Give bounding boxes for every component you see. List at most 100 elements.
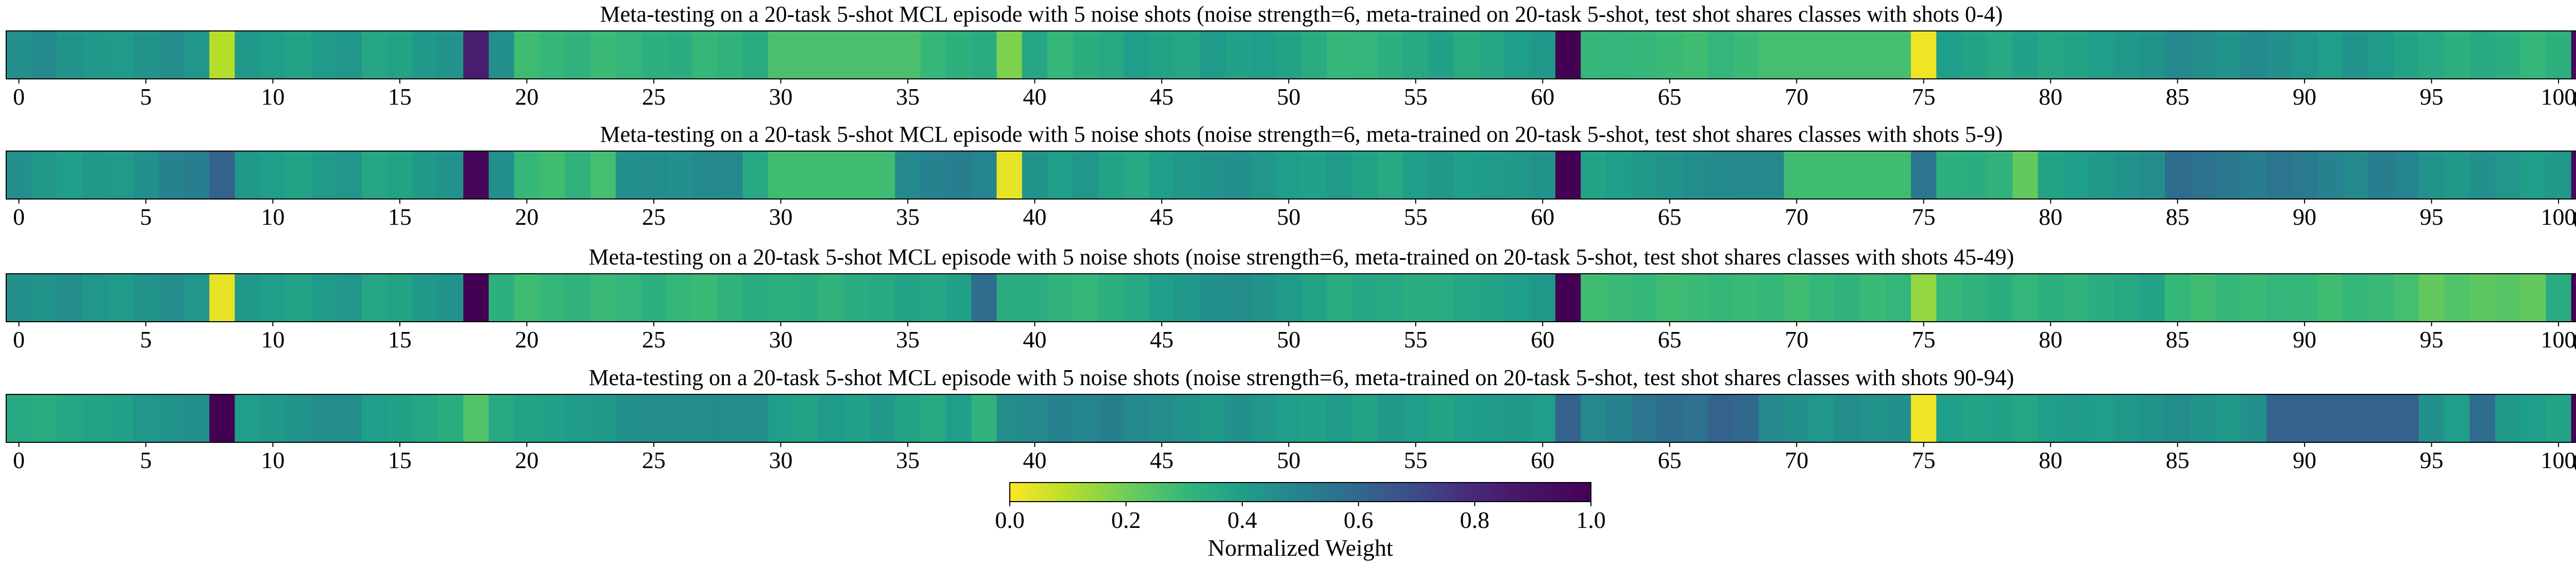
x-tick-label: 70	[1785, 326, 1808, 353]
heatmap-cell	[1225, 31, 1251, 79]
heatmap-cells	[6, 31, 2576, 79]
heatmap-cell	[768, 274, 794, 322]
heatmap-cell	[285, 394, 312, 442]
heatmap-cell	[1403, 274, 1429, 322]
heatmap-cell	[2215, 31, 2242, 79]
colorbar-gradient	[1009, 482, 1591, 502]
heatmap-cell	[6, 31, 32, 79]
heatmap-cell	[691, 31, 718, 79]
heatmap-cell	[2012, 31, 2039, 79]
heatmap-cell	[2241, 274, 2267, 322]
heatmap-cell	[616, 394, 641, 442]
heatmap-cell	[438, 274, 464, 322]
heatmap-cell	[1225, 151, 1251, 199]
heatmap-cell	[1149, 274, 1175, 322]
heatmap-cell	[1555, 394, 1581, 442]
heatmap-cell	[260, 274, 286, 322]
heatmap-cell	[2038, 274, 2064, 322]
heatmap-cell	[1555, 31, 1581, 79]
heatmap-cell	[945, 274, 972, 322]
heatmap-cell	[1631, 274, 1657, 322]
x-tick-label: 85	[2166, 326, 2190, 353]
heatmap-cell	[158, 274, 184, 322]
heatmap-cell	[641, 394, 667, 442]
heatmap-cell	[1479, 394, 1505, 442]
x-tick-label: 85	[2166, 84, 2190, 110]
heatmap-cell	[2317, 31, 2343, 79]
heatmap-cell	[2241, 394, 2267, 442]
heatmap-cell	[1022, 151, 1048, 199]
x-tick-label: 55	[1404, 84, 1428, 110]
heatmap-cell	[1733, 394, 1759, 442]
x-tick-label: 85	[2166, 447, 2190, 473]
heatmap-cell	[1860, 274, 1886, 322]
x-tick-label: 40	[1023, 84, 1046, 110]
heatmap-cell	[1174, 31, 1200, 79]
heatmap-cell	[2469, 274, 2496, 322]
colorbar-tick-label: 0.8	[1460, 507, 1490, 533]
heatmap-cell	[1352, 31, 1378, 79]
heatmap-cell	[565, 151, 591, 199]
x-axis-ticks: 0 5 10 15 20 25 30 35 40 45 50 55 60 65 70 75 80 85 90 95 10…	[13, 199, 2576, 230]
heatmap-cell	[2165, 394, 2191, 442]
heatmap-cell	[1758, 274, 1785, 322]
heatmap-cell	[209, 31, 235, 79]
heatmap-cell	[1936, 31, 1962, 79]
heatmap-cell	[1911, 151, 1937, 199]
heatmap-cell	[311, 394, 337, 442]
heatmap-cell	[1453, 394, 1480, 442]
heatmap-cell	[717, 274, 743, 322]
heatmap-cell	[768, 31, 794, 79]
heatmap-cell	[1530, 151, 1556, 199]
heatmap-cell	[691, 274, 718, 322]
heatmap-cell	[641, 31, 667, 79]
x-tick-label: 100	[2541, 84, 2576, 110]
heatmap-cell	[158, 394, 184, 442]
heatmap-cell	[1987, 274, 2013, 322]
heatmap-panel-1: Meta-testing on a 20-task 5-shot MCL epi…	[6, 2, 2576, 110]
heatmap-cell	[1606, 31, 1632, 79]
x-tick-label: 25	[642, 447, 666, 473]
heatmap-cell	[1225, 394, 1251, 442]
heatmap-cell	[2012, 394, 2039, 442]
heatmap-panel-4: Meta-testing on a 20-task 5-shot MCL epi…	[6, 365, 2576, 473]
heatmap-cell	[412, 31, 438, 79]
heatmap-cell	[2393, 274, 2419, 322]
heatmap-cell	[6, 394, 32, 442]
heatmap-cell	[2343, 31, 2368, 79]
heatmap-cell	[1707, 394, 1734, 442]
colorbar-tick-label: 0.6	[1344, 507, 1374, 533]
heatmap-cell	[311, 274, 337, 322]
heatmap-cell	[590, 151, 616, 199]
heatmap-cell	[1352, 274, 1378, 322]
heatmap-cell	[1428, 394, 1454, 442]
heatmap-cell	[1707, 151, 1734, 199]
x-tick-label: 90	[2293, 204, 2316, 230]
heatmap-cell	[920, 151, 946, 199]
colorbar: 0.0 0.2 0.4 0.6 0.8 1.0 Normalized Weight	[995, 482, 1606, 561]
heatmap-cell	[82, 274, 108, 322]
heatmap-cell	[539, 394, 566, 442]
heatmap-cell	[539, 31, 566, 79]
heatmap-cell	[285, 151, 312, 199]
heatmap-cell	[2114, 274, 2140, 322]
heatmap-cell	[1504, 151, 1531, 199]
x-tick-label: 10	[261, 447, 285, 473]
heatmap-cell	[2571, 31, 2576, 79]
x-tick-label: 45	[1150, 204, 1174, 230]
heatmap-cell	[1327, 394, 1353, 442]
heatmap-cell	[2393, 31, 2419, 79]
x-tick-label: 0	[13, 326, 25, 353]
panel-frame	[6, 151, 2576, 200]
heatmap-cell	[234, 31, 261, 79]
heatmap-cell	[514, 151, 540, 199]
heatmap-cell	[336, 151, 362, 199]
heatmap-cell	[2063, 31, 2089, 79]
x-tick-label: (Test)	[2572, 326, 2576, 353]
heatmap-cell	[1199, 394, 1226, 442]
heatmap-cell	[2292, 274, 2318, 322]
heatmap-cell	[2418, 31, 2445, 79]
heatmap-cell	[514, 274, 540, 322]
heatmap-cell	[742, 274, 769, 322]
